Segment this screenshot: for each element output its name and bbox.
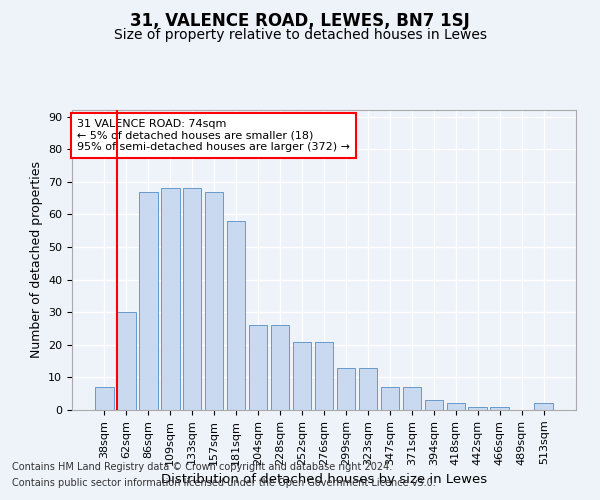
Bar	[139, 192, 158, 410]
Bar	[380, 387, 399, 410]
Text: 31, VALENCE ROAD, LEWES, BN7 1SJ: 31, VALENCE ROAD, LEWES, BN7 1SJ	[130, 12, 470, 30]
Bar	[271, 325, 289, 410]
Y-axis label: Number of detached properties: Number of detached properties	[29, 162, 43, 358]
Bar	[490, 406, 509, 410]
Bar	[293, 342, 311, 410]
Bar	[446, 404, 465, 410]
Bar	[227, 221, 245, 410]
Bar	[161, 188, 179, 410]
Text: Contains HM Land Registry data © Crown copyright and database right 2024.: Contains HM Land Registry data © Crown c…	[12, 462, 392, 472]
Bar	[359, 368, 377, 410]
Bar	[314, 342, 334, 410]
Bar	[337, 368, 355, 410]
Text: Contains public sector information licensed under the Open Government Licence v3: Contains public sector information licen…	[12, 478, 436, 488]
Bar	[469, 406, 487, 410]
Text: 31 VALENCE ROAD: 74sqm
← 5% of detached houses are smaller (18)
95% of semi-deta: 31 VALENCE ROAD: 74sqm ← 5% of detached …	[77, 119, 350, 152]
Bar	[425, 400, 443, 410]
Bar	[403, 387, 421, 410]
Bar	[249, 325, 268, 410]
Bar	[535, 404, 553, 410]
Bar	[95, 387, 113, 410]
Bar	[205, 192, 223, 410]
Text: Size of property relative to detached houses in Lewes: Size of property relative to detached ho…	[113, 28, 487, 42]
X-axis label: Distribution of detached houses by size in Lewes: Distribution of detached houses by size …	[161, 473, 487, 486]
Bar	[117, 312, 136, 410]
Bar	[183, 188, 202, 410]
